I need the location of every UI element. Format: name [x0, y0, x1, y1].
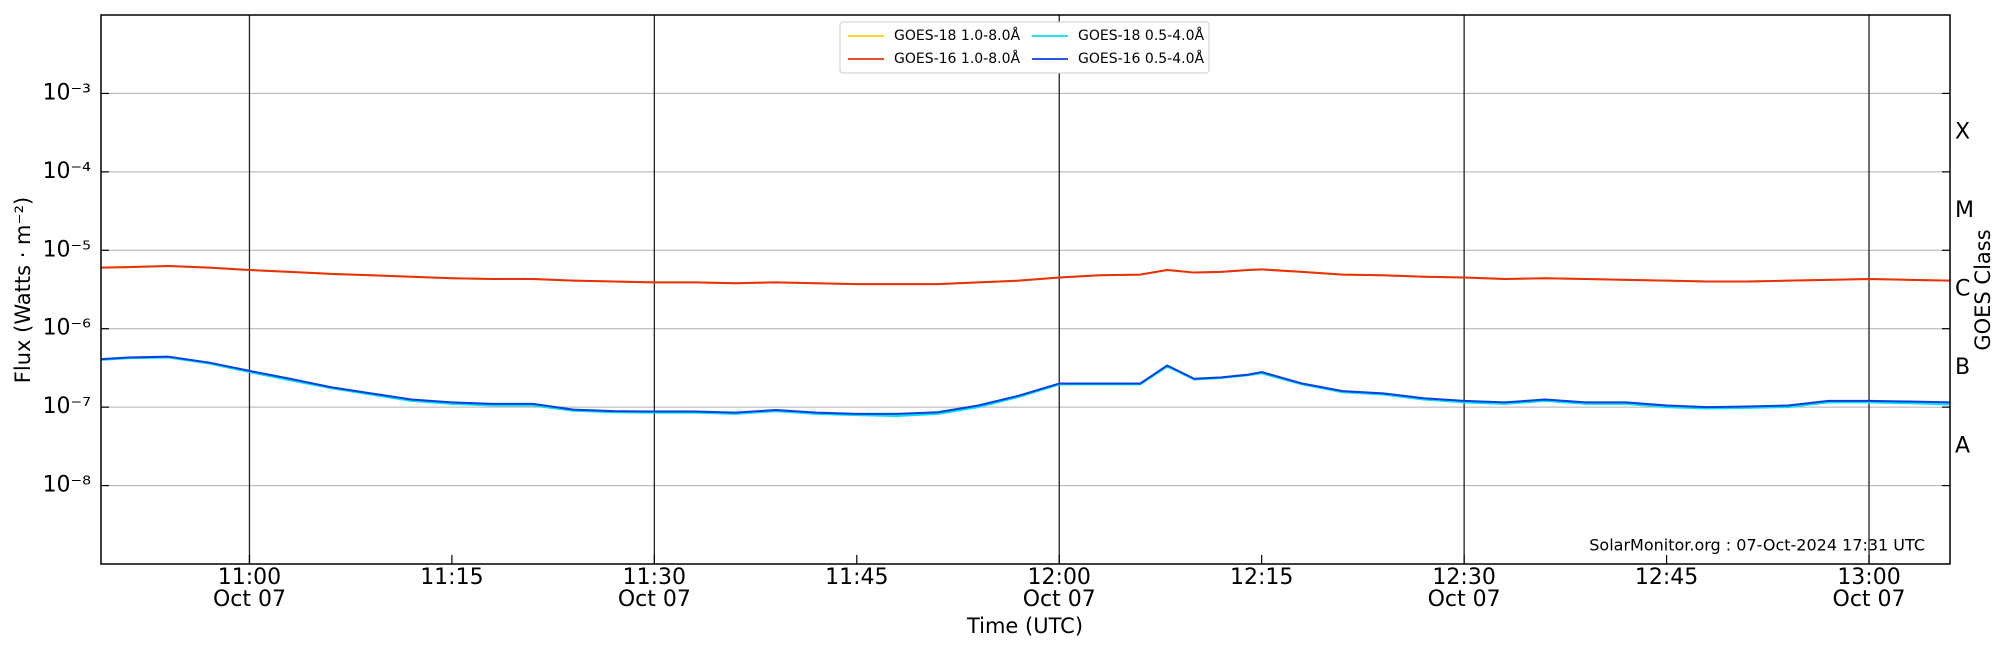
legend-label: GOES-16 0.5-4.0Å	[1078, 50, 1204, 67]
series-line	[101, 265, 1950, 286]
y-tick-label: 10⁻⁸	[43, 473, 92, 498]
x-tick-label: 13:00	[1837, 565, 1900, 590]
y2-tick-label: M	[1955, 198, 1974, 223]
y-tick-label: 10⁻⁵	[43, 237, 91, 262]
x-tick-date: Oct 07	[1428, 587, 1501, 612]
legend-box	[839, 21, 1210, 74]
y-tick-label: 10⁻³	[43, 80, 91, 105]
x-tick-date: Oct 07	[1023, 587, 1096, 612]
y-axis-label: Flux (Watts · m⁻²)	[11, 197, 35, 383]
y2-tick-label: X	[1955, 120, 1970, 145]
x-tick-label: 11:45	[825, 565, 888, 590]
legend-label: GOES-18 1.0-8.0Å	[894, 27, 1020, 44]
x-tick-label: 12:15	[1230, 565, 1293, 590]
x-axis-label: Time (UTC)	[966, 614, 1083, 638]
y2-tick-label: B	[1955, 355, 1970, 380]
x-tick-label: 12:00	[1028, 565, 1091, 590]
x-tick-label: 12:30	[1432, 565, 1495, 590]
x-tick-label: 12:45	[1635, 565, 1698, 590]
x-tick-label: 11:00	[218, 565, 281, 590]
annotation: SolarMonitor.org : 07-Oct-2024 17:31 UTC	[1589, 536, 1925, 555]
x-tick-label: 11:15	[420, 565, 483, 590]
y-tick-label: 10⁻⁴	[43, 159, 92, 184]
plot-frame	[100, 14, 1951, 565]
x-tick-date: Oct 07	[618, 587, 691, 612]
x-tick-date: Oct 07	[213, 587, 286, 612]
x-tick-date: Oct 07	[1833, 587, 1906, 612]
y2-tick-label: C	[1955, 277, 1970, 302]
series-line	[101, 355, 1950, 415]
y2-tick-label: A	[1955, 433, 1970, 458]
y-tick-label: 10⁻⁷	[43, 394, 91, 419]
x-tick-label: 11:30	[623, 565, 686, 590]
legend-label: GOES-16 1.0-8.0Å	[894, 50, 1020, 67]
y2-axis-label: GOES Class	[1971, 229, 1995, 350]
y-tick-label: 10⁻⁶	[43, 316, 92, 341]
legend-label: GOES-18 0.5-4.0Å	[1078, 27, 1204, 44]
